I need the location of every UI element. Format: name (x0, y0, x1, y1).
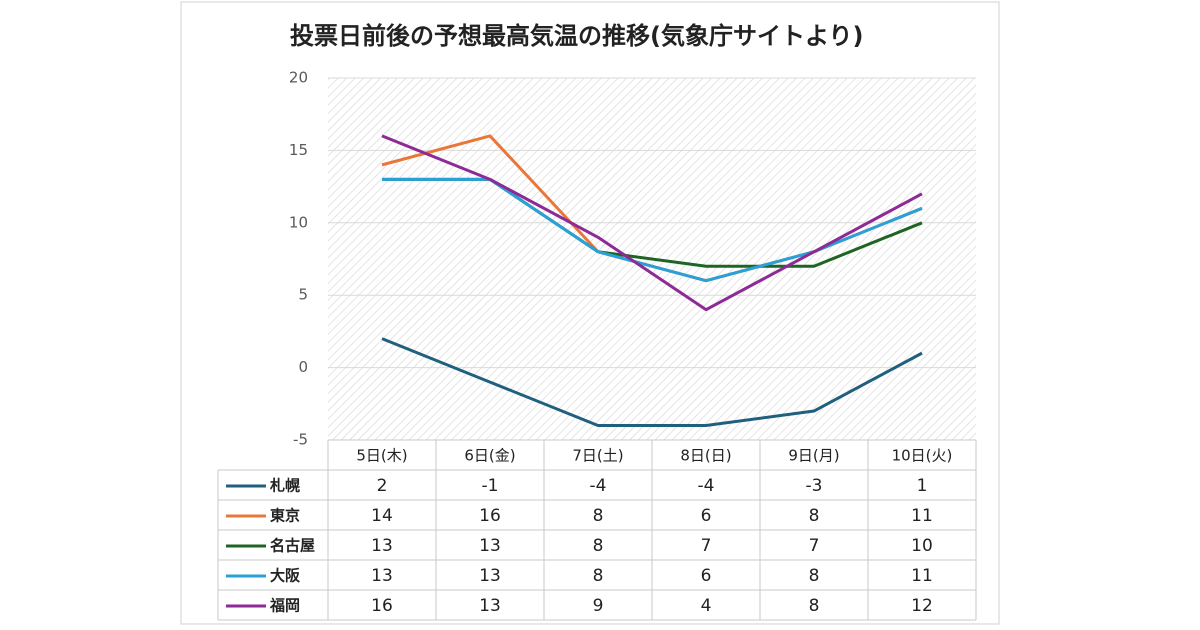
table-value: 10 (911, 536, 933, 556)
y-tick-label: -5 (293, 431, 308, 449)
table-value: 13 (479, 566, 501, 586)
table-value: -4 (698, 476, 715, 496)
series-line (382, 177, 923, 283)
table-value: 8 (593, 536, 604, 556)
table-value: 11 (911, 566, 933, 586)
table-value: 8 (593, 566, 604, 586)
table-value: 6 (701, 566, 712, 586)
legend-label: 福岡 (269, 597, 300, 615)
table-value: -3 (806, 476, 823, 496)
table-value: 8 (809, 596, 820, 616)
table-value: 12 (911, 596, 933, 616)
table-value: 13 (371, 566, 393, 586)
series-line (381, 134, 923, 312)
chart-title: 投票日前後の予想最高気温の推移(気象庁サイトより) (290, 22, 863, 50)
x-tick-label: 5日(木) (356, 447, 407, 465)
table-value: 16 (371, 596, 393, 616)
table-value: 1 (917, 476, 928, 496)
table-value: 13 (479, 536, 501, 556)
x-tick-label: 6日(金) (464, 447, 515, 465)
x-tick-label: 7日(土) (572, 447, 623, 465)
table-value: 13 (371, 536, 393, 556)
series-line (381, 337, 923, 428)
table-value: 4 (701, 596, 712, 616)
table-value: -4 (590, 476, 607, 496)
legend-label: 大阪 (270, 567, 301, 585)
table-value: 2 (377, 476, 388, 496)
y-tick-label: 5 (298, 286, 308, 304)
y-tick-label: 0 (298, 358, 308, 376)
table-value: -1 (482, 476, 499, 496)
legend-label: 東京 (270, 507, 300, 525)
x-tick-label: 10日(火) (892, 447, 953, 465)
table-value: 7 (809, 536, 820, 556)
legend-label: 名古屋 (270, 537, 315, 555)
table-value: 6 (701, 506, 712, 526)
x-tick-label: 8日(日) (680, 447, 731, 465)
table-value: 16 (479, 506, 501, 526)
table-value: 9 (593, 596, 604, 616)
table-value: 14 (371, 506, 393, 526)
y-tick-label: 10 (289, 213, 308, 231)
y-tick-label: 20 (289, 69, 308, 87)
table-value: 8 (809, 506, 820, 526)
y-tick-label: 15 (289, 141, 308, 159)
legend-label: 札幌 (269, 477, 300, 495)
table-value: 13 (479, 596, 501, 616)
table-value: 7 (701, 536, 712, 556)
table-value: 8 (809, 566, 820, 586)
table-value: 8 (593, 506, 604, 526)
table-value: 11 (911, 506, 933, 526)
x-tick-label: 9日(月) (788, 447, 839, 465)
